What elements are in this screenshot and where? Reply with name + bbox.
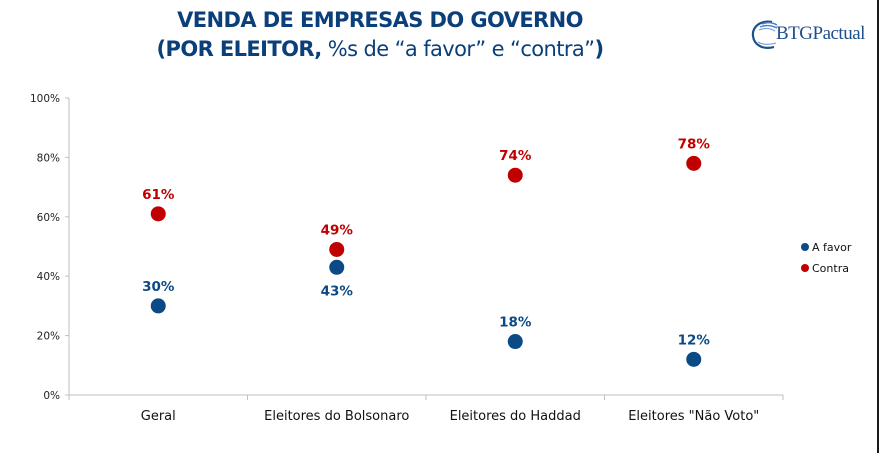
legend-marker (801, 264, 809, 272)
y-tick-label: 100% (30, 93, 60, 105)
y-tick-label: 40% (37, 271, 60, 283)
data-point (507, 167, 523, 183)
data-point (329, 259, 345, 275)
data-point (507, 334, 523, 350)
y-tick-label: 60% (37, 212, 60, 224)
data-label: 43% (321, 283, 354, 299)
data-point (329, 241, 345, 257)
title-line2-bold-end: ) (594, 37, 604, 61)
data-marks: 30% 43% 18% 12% 61% 49% 74% 78% (142, 136, 710, 367)
chart-title-line2: (POR ELEITOR, %s de “a favor” e “contra”… (0, 37, 760, 61)
data-point (150, 298, 166, 314)
data-label: 12% (678, 332, 711, 348)
x-category-label: Eleitores "Não Voto" (628, 409, 759, 424)
axes: 0% 20% 40% 60% 80% 100% Geral Eleitores do Bols… (30, 93, 784, 424)
data-label: 61% (142, 187, 175, 203)
btg-pactual-logo: BTGPactual (750, 18, 870, 52)
legend-marker (801, 243, 809, 251)
y-tick-label: 0% (43, 390, 60, 402)
title-line2-regular: %s de “a favor” e “contra” (321, 37, 595, 61)
chart-title-line1: VENDA DE EMPRESAS DO GOVERNO (0, 8, 760, 32)
x-category-label: Eleitores do Bolsonaro (264, 409, 409, 424)
y-tick-label: 20% (37, 331, 60, 343)
logo-swirl-icon (751, 20, 778, 49)
data-label: 74% (499, 148, 532, 164)
legend: A favor Contra (801, 241, 852, 275)
data-label: 18% (499, 315, 532, 331)
x-category-label: Eleitores do Haddad (450, 409, 581, 424)
data-point (686, 351, 702, 367)
legend-label: A favor (812, 241, 852, 254)
title-line1-text: VENDA DE EMPRESAS DO GOVERNO (177, 8, 583, 32)
x-category-label: Geral (141, 409, 176, 424)
data-label: 30% (142, 279, 175, 295)
legend-label: Contra (812, 262, 849, 275)
data-label: 78% (678, 136, 711, 152)
y-tick-label: 80% (37, 152, 60, 164)
data-point (150, 206, 166, 222)
data-label: 49% (321, 222, 354, 238)
data-point (686, 155, 702, 171)
right-border (877, 0, 879, 453)
title-line2-bold: (POR ELEITOR, (156, 37, 323, 61)
logo-text: BTGPactual (776, 23, 865, 44)
